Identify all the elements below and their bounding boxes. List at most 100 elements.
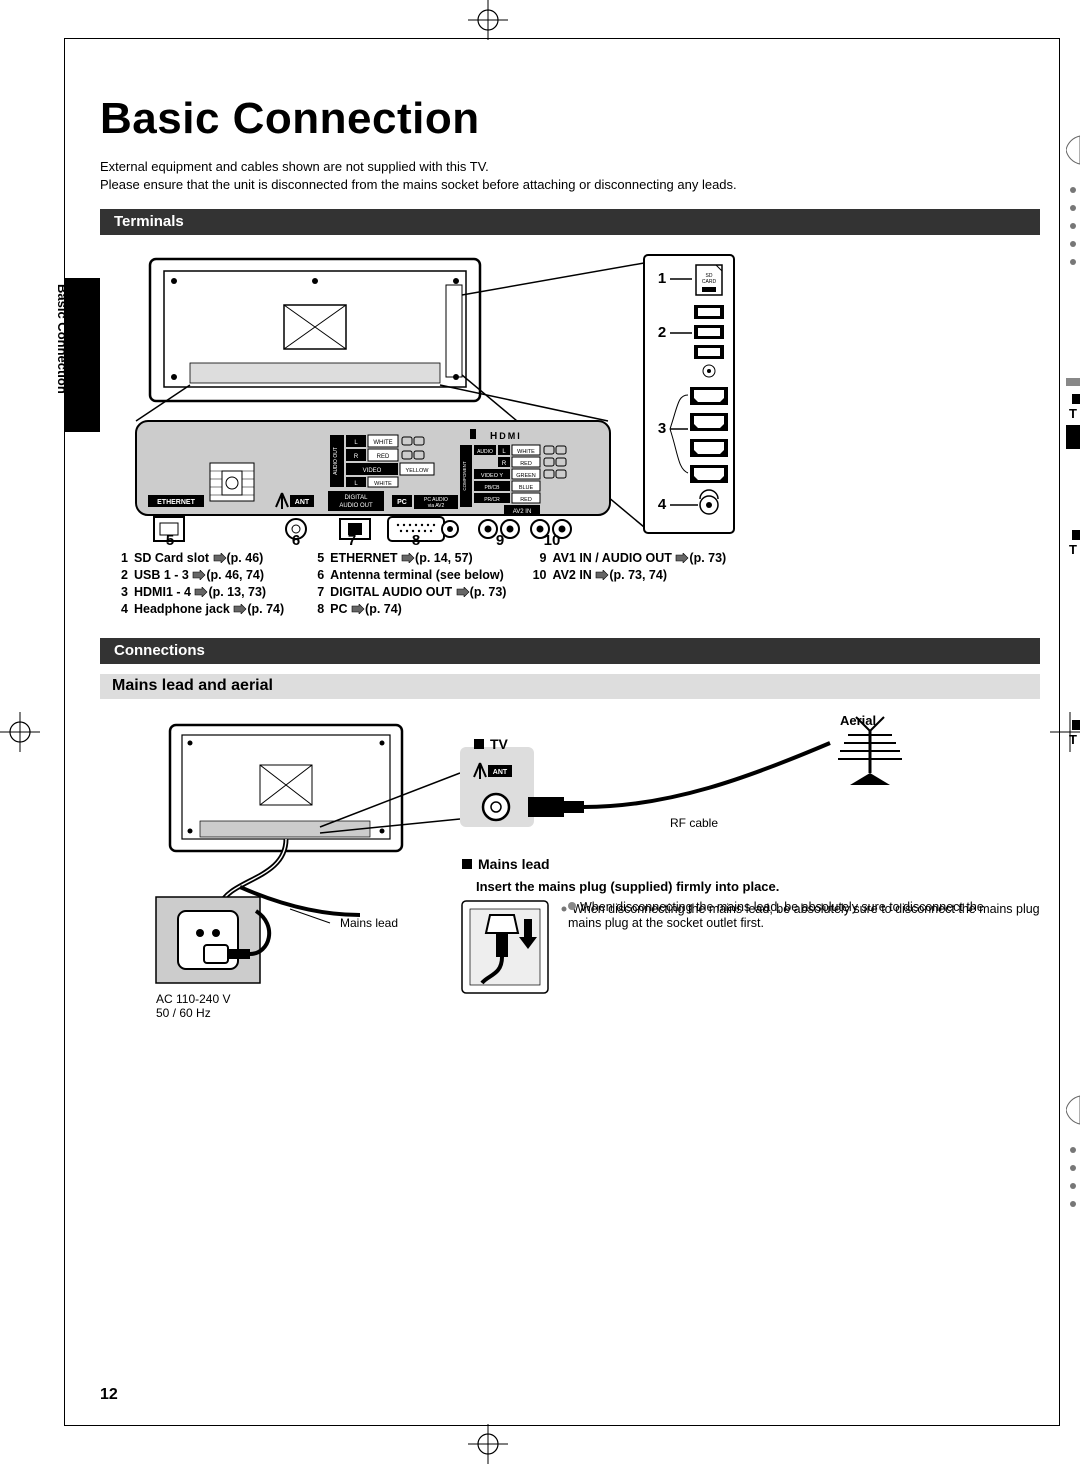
svg-text:8: 8 <box>412 532 420 545</box>
terminal-label: DIGITAL AUDIO OUT (p. 73) <box>330 585 506 599</box>
terminal-item: 3 HDMI1 - 4 (p. 13, 73) <box>112 585 284 599</box>
terminal-item: 7 DIGITAL AUDIO OUT (p. 73) <box>308 585 506 599</box>
terminal-number: 2 <box>112 568 128 582</box>
svg-text:WHITE: WHITE <box>517 449 535 455</box>
intro-line: Please ensure that the unit is disconnec… <box>100 176 1040 194</box>
section-connections: Connections <box>100 638 1040 664</box>
page-content: Basic Connection Basic Connection Extern… <box>100 94 1040 1370</box>
svg-text:6: 6 <box>292 532 300 545</box>
svg-text:R: R <box>354 454 359 460</box>
svg-text:PC: PC <box>397 499 407 506</box>
terminal-label: AV1 IN / AUDIO OUT (p. 73) <box>552 551 726 565</box>
svg-text:3: 3 <box>658 420 666 437</box>
terminal-label: AV2 IN (p. 73, 74) <box>552 568 667 582</box>
svg-text:GREEN: GREEN <box>516 473 536 479</box>
terminal-item: 5 ETHERNET (p. 14, 57) <box>308 551 506 565</box>
svg-text:DIGITAL: DIGITAL <box>345 495 369 501</box>
terminal-item: 8 PC (p. 74) <box>308 602 506 616</box>
terminals-diagram: ETHERNET ANT <box>100 245 1040 545</box>
terminal-label: Headphone jack (p. 74) <box>134 602 284 616</box>
svg-text:Insert the mains plug (supplie: Insert the mains plug (supplied) firmly … <box>476 879 779 894</box>
terminal-item: 2 USB 1 - 3 (p. 46, 74) <box>112 568 284 582</box>
svg-text:BLUE: BLUE <box>519 485 534 491</box>
intro-text: External equipment and cables shown are … <box>100 158 1040 193</box>
svg-text:R: R <box>502 461 507 467</box>
svg-text:RF cable: RF cable <box>670 816 718 830</box>
svg-text:VIDEO Y: VIDEO Y <box>481 473 504 479</box>
svg-text:ANT: ANT <box>295 499 310 506</box>
svg-text:COMPONENT: COMPONENT <box>462 461 467 491</box>
svg-text:AC 110-240 V: AC 110-240 V <box>156 992 231 1006</box>
terminal-label: PC (p. 74) <box>330 602 402 616</box>
svg-text:5: 5 <box>166 532 174 545</box>
terminal-number: 6 <box>308 568 324 582</box>
sub-heading-mains: Mains lead and aerial <box>100 674 1040 699</box>
instruction-bullet-text: When disconnecting the mains lead, be ab… <box>568 900 984 930</box>
svg-text:AUDIO OUT: AUDIO OUT <box>339 503 373 509</box>
terminal-item: 1 SD Card slot (p. 46) <box>112 551 284 565</box>
edge-artifact <box>1066 1090 1080 1219</box>
svg-text:Mains lead: Mains lead <box>478 856 550 872</box>
svg-text:RED: RED <box>520 461 532 467</box>
terminal-label: SD Card slot (p. 46) <box>134 551 263 565</box>
terminal-label: HDMI1 - 4 (p. 13, 73) <box>134 585 266 599</box>
connections-diagram: Mains lead AC 110-240 V 50 / 60 Hz TV AN… <box>100 709 1040 1029</box>
svg-text:10: 10 <box>544 532 561 545</box>
terminals-col: 5 ETHERNET (p. 14, 57) 6 Antenna terminal (… <box>308 551 506 616</box>
svg-text:2: 2 <box>658 324 666 341</box>
terminal-item: 6 Antenna terminal (see below) <box>308 568 506 582</box>
svg-text:RED: RED <box>377 454 390 460</box>
terminals-col: 9 AV1 IN / AUDIO OUT (p. 73) 10 AV2 IN (p. … <box>530 551 726 616</box>
edge-artifact <box>1066 130 1080 277</box>
regmark-left <box>0 712 40 752</box>
svg-text:9: 9 <box>496 532 504 545</box>
section-terminals: Terminals <box>100 209 1040 235</box>
svg-text:RED: RED <box>520 497 532 503</box>
regmark-bottom <box>468 1424 508 1464</box>
svg-text:PB/CB: PB/CB <box>484 485 500 491</box>
svg-text:WHITE: WHITE <box>374 481 392 487</box>
svg-text:PR/CR: PR/CR <box>484 497 500 503</box>
svg-text:AV2 IN: AV2 IN <box>513 509 532 515</box>
terminal-label: Antenna terminal (see below) <box>330 568 504 582</box>
terminal-number: 1 <box>112 551 128 565</box>
terminal-number: 7 <box>308 585 324 599</box>
page-title: Basic Connection <box>100 94 1040 144</box>
terminal-label: ETHERNET (p. 14, 57) <box>330 551 473 565</box>
terminal-item: 10 AV2 IN (p. 73, 74) <box>530 568 726 582</box>
edge-artifact: T <box>1066 720 1080 751</box>
svg-text:AUDIO OUT: AUDIO OUT <box>333 447 339 475</box>
terminal-number: 8 <box>308 602 324 616</box>
edge-artifact: T <box>1066 370 1080 449</box>
terminal-number: 4 <box>112 602 128 616</box>
side-tab-label: Basic Connection <box>55 284 70 394</box>
intro-line: External equipment and cables shown are … <box>100 158 1040 176</box>
terminal-item: 9 AV1 IN / AUDIO OUT (p. 73) <box>530 551 726 565</box>
svg-text:AUDIO: AUDIO <box>477 449 493 455</box>
terminal-number: 5 <box>308 551 324 565</box>
terminal-label: USB 1 - 3 (p. 46, 74) <box>134 568 264 582</box>
svg-text:CARD: CARD <box>702 279 717 285</box>
edge-artifact: T <box>1066 530 1080 561</box>
terminals-col: 1 SD Card slot (p. 46) 2 USB 1 - 3 (p. 46, … <box>112 551 284 616</box>
svg-text:Mains lead: Mains lead <box>340 916 398 930</box>
page-number: 12 <box>100 1386 118 1404</box>
svg-text:Aerial: Aerial <box>840 713 876 728</box>
terminal-number: 10 <box>530 568 546 582</box>
svg-text:YELLOW: YELLOW <box>406 468 430 474</box>
svg-text:TV: TV <box>490 736 509 752</box>
svg-text:ANT: ANT <box>493 769 508 776</box>
svg-text:WHITE: WHITE <box>373 440 392 446</box>
svg-text:ETHERNET: ETHERNET <box>157 499 195 506</box>
svg-text:via AV2: via AV2 <box>428 503 445 509</box>
svg-text:4: 4 <box>658 496 667 513</box>
svg-text:VIDEO: VIDEO <box>363 468 382 474</box>
terminal-number: 9 <box>530 551 546 565</box>
svg-text:7: 7 <box>348 532 356 545</box>
regmark-top <box>468 0 508 40</box>
terminal-item: 4 Headphone jack (p. 74) <box>112 602 284 616</box>
terminal-number: 3 <box>112 585 128 599</box>
svg-text:1: 1 <box>658 270 666 287</box>
terminals-list: 1 SD Card slot (p. 46) 2 USB 1 - 3 (p. 46, … <box>100 551 1040 616</box>
svg-text:50 / 60 Hz: 50 / 60 Hz <box>156 1006 211 1020</box>
